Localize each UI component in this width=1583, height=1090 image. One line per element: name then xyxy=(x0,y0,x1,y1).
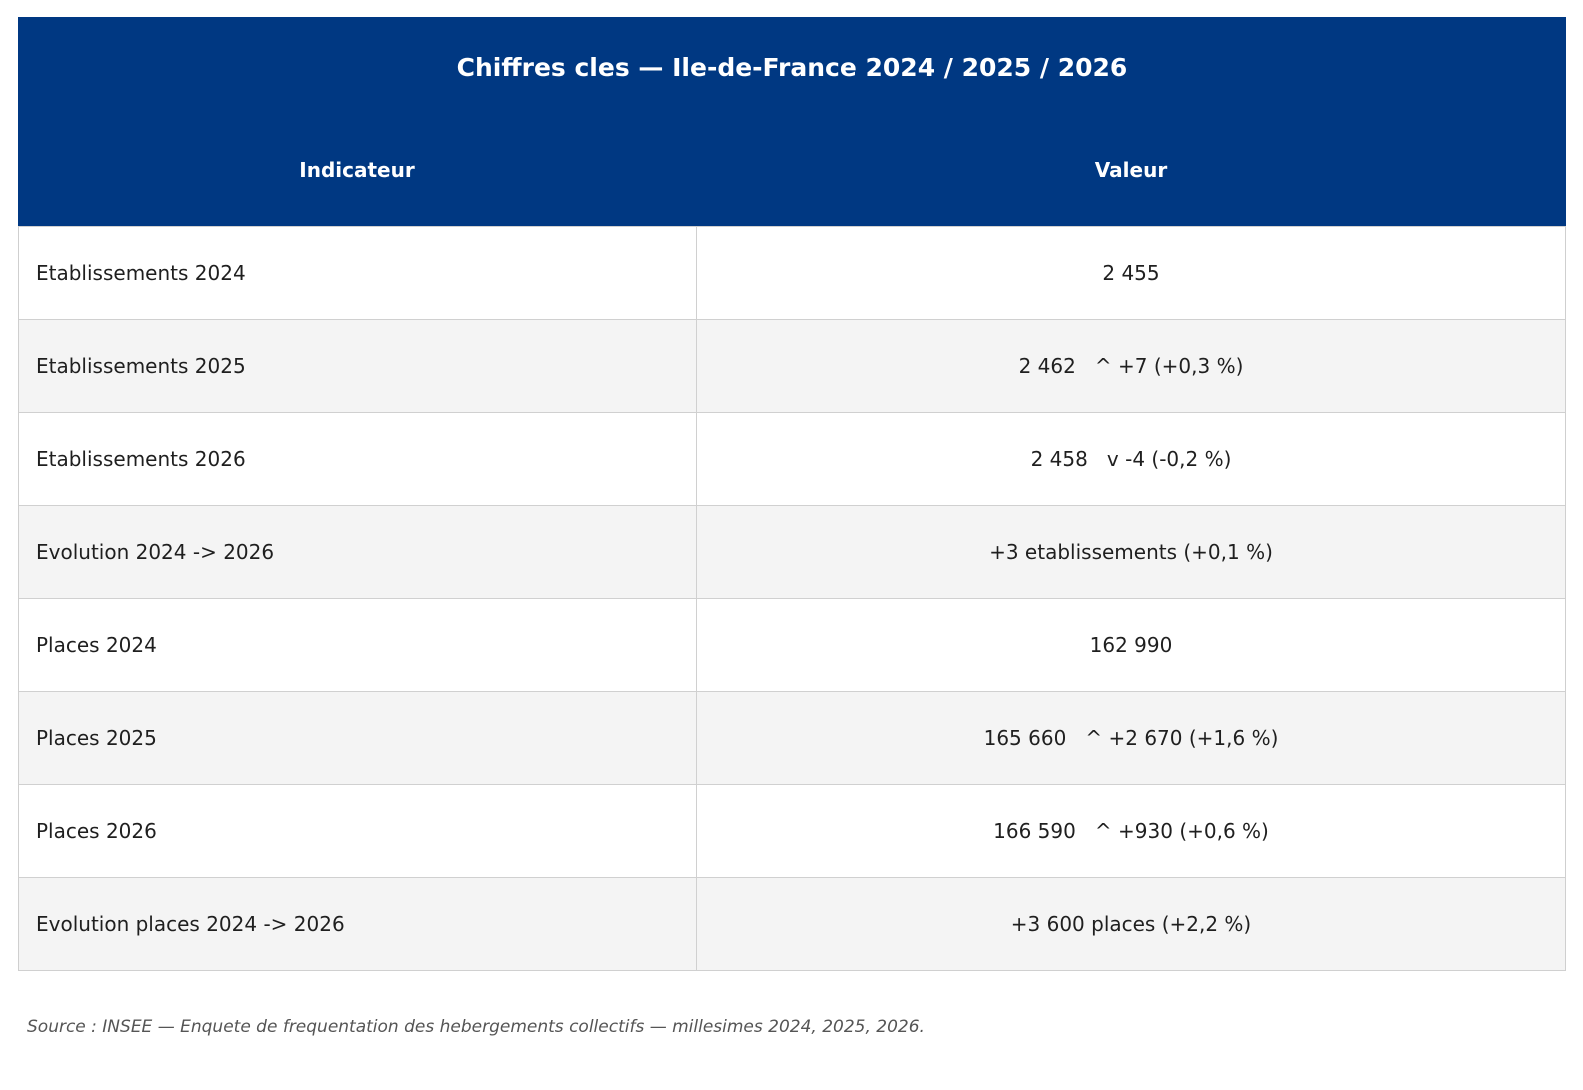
indicator-cell: Evolution places 2024 -> 2026 xyxy=(19,878,697,970)
value-cell: 2 462 ^ +7 (+0,3 %) xyxy=(1018,354,1244,378)
indicator-cell: Evolution 2024 -> 2026 xyxy=(19,506,697,598)
indicator-cell: Etablissements 2026 xyxy=(19,413,697,505)
table-row: Evolution places 2024 -> 2026 +3 600 pla… xyxy=(19,878,1565,971)
value-cell: 165 660 ^ +2 670 (+1,6 %) xyxy=(983,726,1279,750)
value-cell: +3 etablissements (+0,1 %) xyxy=(989,540,1273,564)
value-cell: +3 600 places (+2,2 %) xyxy=(1010,912,1252,936)
source-note: Source : INSEE — Enquete de frequentatio… xyxy=(27,1017,925,1037)
table-row: Etablissements 2025 2 462 ^ +7 (+0,3 %) xyxy=(19,320,1565,413)
value-cell: 2 455 xyxy=(1102,261,1160,285)
table-title: Chiffres cles — Ile-de-France 2024 / 202… xyxy=(18,17,1566,117)
indicator-cell: Etablissements 2024 xyxy=(19,227,697,319)
table-body: Etablissements 2024 2 455 Etablissements… xyxy=(18,226,1566,971)
table-row: Evolution 2024 -> 2026 +3 etablissements… xyxy=(19,506,1565,599)
indicator-cell: Places 2026 xyxy=(19,785,697,877)
value-cell: 162 990 xyxy=(1089,633,1173,657)
table-row: Places 2025 165 660 ^ +2 670 (+1,6 %) xyxy=(19,692,1565,785)
column-header-indicator: Indicateur xyxy=(299,157,415,182)
indicator-cell: Places 2024 xyxy=(19,599,697,691)
indicator-cell: Places 2025 xyxy=(19,692,697,784)
key-figures-table: Chiffres cles — Ile-de-France 2024 / 202… xyxy=(18,17,1566,971)
table-row: Etablissements 2024 2 455 xyxy=(19,226,1565,320)
table-row: Places 2024 162 990 xyxy=(19,599,1565,692)
table-row: Etablissements 2026 2 458 v -4 (-0,2 %) xyxy=(19,413,1565,506)
indicator-cell: Etablissements 2025 xyxy=(19,320,697,412)
value-cell: 166 590 ^ +930 (+0,6 %) xyxy=(993,819,1269,843)
value-cell: 2 458 v -4 (-0,2 %) xyxy=(1030,447,1232,471)
table-header: Indicateur Valeur xyxy=(18,117,1566,226)
column-header-value: Valeur xyxy=(1094,157,1168,182)
table-row: Places 2026 166 590 ^ +930 (+0,6 %) xyxy=(19,785,1565,878)
